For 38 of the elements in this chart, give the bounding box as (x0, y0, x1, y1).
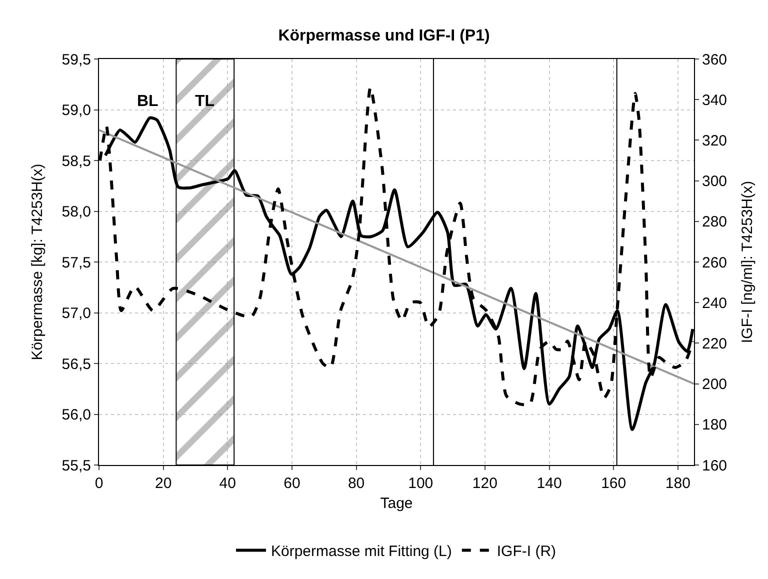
y2-axis-title: IGF-I [ng/ml]: T4253H(x) (739, 180, 756, 344)
x-axis-title: Tage (380, 495, 413, 512)
y-tick-label: 59,0 (62, 102, 91, 119)
y2-tick-label: 220 (702, 335, 728, 352)
y2-tick-label: 260 (702, 254, 728, 272)
y-tick-label: 55,5 (62, 457, 91, 474)
x-tick-label: 40 (219, 475, 236, 492)
x-tick-label: 120 (472, 475, 498, 492)
y-tick-label: 58,5 (62, 152, 91, 170)
x-tick-label: 180 (665, 475, 690, 492)
y-tick-label: 58,0 (62, 204, 91, 220)
x-tick-label: 0 (94, 475, 104, 492)
y2-tick-label: 160 (702, 457, 728, 474)
y2-tick-label: 320 (702, 132, 728, 150)
x-tick-label: 60 (284, 475, 300, 492)
y2-tick-label: 300 (702, 173, 728, 190)
legend-label: IGF-I (R) (496, 543, 556, 560)
y2-tick-label: 180 (702, 416, 728, 434)
x-tick-label: 20 (154, 475, 172, 492)
y-tick-label: 56,5 (62, 356, 91, 373)
annotation: BL (137, 93, 159, 110)
y-tick-label: 57,0 (62, 305, 91, 322)
x-tick-label: 100 (408, 475, 434, 492)
y2-tick-label: 200 (702, 376, 728, 394)
y2-tick-label: 360 (702, 51, 728, 68)
x-tick-label: 140 (536, 475, 562, 492)
x-tick-label: 160 (601, 475, 626, 492)
y-tick-label: 57,5 (62, 254, 91, 272)
legend-label: Körpermasse mit Fitting (L) (271, 543, 452, 560)
y-tick-label: 59,5 (62, 51, 91, 68)
band-label: TL (195, 93, 215, 110)
y2-tick-label: 240 (702, 294, 728, 312)
x-tick-label: 80 (348, 475, 365, 492)
chart-title: Körpermasse und IGF-I (P1) (278, 28, 490, 45)
y2-tick-label: 340 (702, 92, 728, 109)
y-axis-title: Körpermasse [kg]: T4253H(x) (29, 164, 46, 360)
y-tick-label: 56,0 (62, 406, 91, 424)
y2-tick-label: 280 (702, 214, 728, 231)
